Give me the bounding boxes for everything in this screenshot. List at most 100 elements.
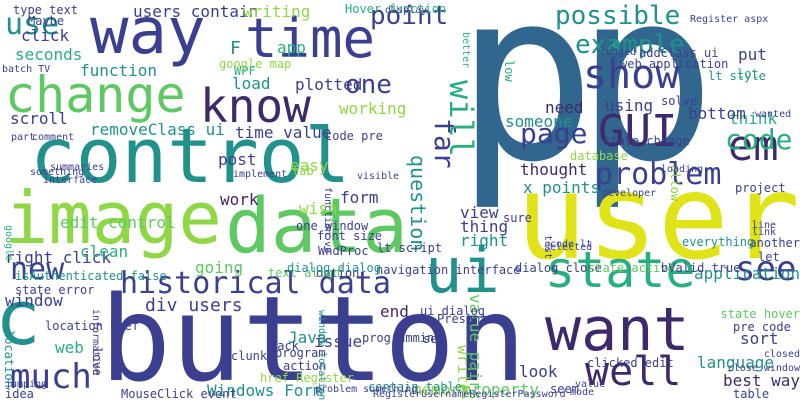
cloud-word: app [277,38,306,57]
cloud-word: control [30,111,351,200]
cloud-word: right [460,231,509,250]
cloud-word: another [749,236,800,250]
cloud-word: put [738,45,767,64]
cloud-word: view [460,203,499,222]
cloud-word: page [520,117,588,150]
cloud-word: mode [570,387,595,398]
cloud-word: removeClass ui [90,120,225,139]
cloud-word: Windows Form [207,381,323,400]
cloud-word: state [545,241,696,299]
cloud-word: state change [603,134,690,148]
cloud-word: bottom [688,104,746,123]
cloud-word: x points [523,178,601,197]
cloud-word: p [575,0,717,214]
cloud-word: type text [13,3,79,17]
cloud-word: writing [243,2,311,21]
cloud-word: memory [412,380,470,399]
cloud-word: seem [550,382,579,396]
cloud-word: historical data [120,266,391,301]
cloud-word: way [90,0,206,69]
cloud-word: link [752,227,777,238]
cloud-word: click [21,26,70,45]
cloud-word: one window [296,219,369,233]
cloud-word: database [570,149,628,163]
cloud-word: work [220,190,259,209]
cloud-word: loading [661,164,704,175]
cloud-word: addClass ui [639,46,719,60]
cloud-word: wanted [755,109,792,120]
cloud-word: load [232,74,271,93]
cloud-word: em [728,121,779,170]
cloud-word: edit control [60,213,176,232]
cloud-word: lt style [708,69,766,83]
cloud-word: clicked edit [587,356,674,370]
cloud-word: information [90,309,101,376]
cloud-word: image [5,176,222,260]
cloud-word: google [3,225,14,262]
cloud-word: using [605,96,654,115]
cloud-word: c [0,273,41,362]
cloud-word: let [758,250,780,264]
cloud-word: Java [288,328,327,347]
cloud-word: example [575,30,685,60]
cloud-word: programming [362,331,442,345]
cloud-word: text align [268,266,341,280]
cloud-word: language [697,353,775,372]
cloud-word: property [462,380,540,399]
cloud-word: one [345,70,392,100]
cloud-word: thing [460,217,509,236]
cloud-word: close window [727,363,800,374]
cloud-word: Register aspx [690,14,769,25]
cloud-word: something [30,167,85,178]
cloud-word: time [245,7,376,70]
cloud-word: code pre [325,129,383,143]
cloud-word: easy [290,156,329,175]
cloud-word: much [10,357,92,397]
cloud-word: function va [322,187,333,254]
cloud-word: well [585,349,682,395]
cloud-word: best way [722,371,800,390]
cloud-word: time value [235,123,332,142]
cloud-word: set [423,332,445,346]
cloud-word: WPF [234,64,256,78]
cloud-word: batch TV [2,64,51,75]
cloud-word: action [283,359,327,373]
cloud-word: bValid true [661,261,741,275]
cloud-word: see [735,249,797,289]
cloud-word: visible [357,171,400,182]
cloud-word: jumping [5,379,48,390]
cloud-word: value [575,379,606,390]
cloud-word: new [10,252,65,287]
cloud-word: ui [425,234,500,307]
cloud-word: function [80,61,158,80]
cloud-word: user [515,148,800,286]
cloud-word: problem something [315,384,418,395]
cloud-word: ui dialog [420,304,486,318]
cloud-word: question [406,155,430,252]
cloud-word: know [200,79,311,133]
cloud-word: form [340,188,379,207]
cloud-word: display [385,5,428,16]
cloud-word: line [752,220,777,231]
cloud-word: location href [45,319,139,333]
cloud-word: logged [600,47,637,58]
cloud-word: solve [661,94,698,108]
cloud-word: issue [314,332,363,351]
cloud-word: show [583,52,680,98]
cloud-word: seconds [15,45,83,64]
cloud-word: someone [505,112,573,131]
cloud-word: state active [588,261,675,275]
cloud-word: contain table [368,380,462,394]
cloud-word: will [442,80,480,158]
cloud-word: lot [737,67,759,81]
cloud-word: state error [15,283,95,297]
cloud-word: want [545,295,690,365]
cloud-word: scroll [10,109,68,128]
cloud-word: think [729,109,778,128]
cloud-word: Maybe [28,14,65,28]
cloud-word: comment [32,132,75,143]
cloud-word: users contain [133,2,259,21]
cloud-word: clean [80,242,129,261]
cloud-word: wish [299,199,338,218]
